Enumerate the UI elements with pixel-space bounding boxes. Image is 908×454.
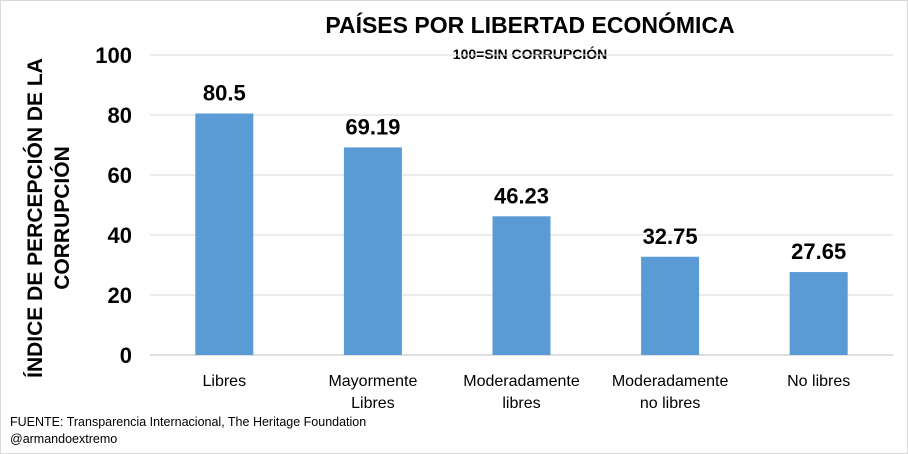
y-tick-label: 20: [108, 283, 132, 308]
x-tick-label: Moderadamente no libres: [612, 373, 729, 412]
author-handle: @armandoextremo: [10, 432, 118, 446]
x-tick-label: Mayormente Libres: [328, 373, 417, 412]
chart-title: PAÍSES POR LIBERTAD ECONÓMICA: [325, 12, 735, 38]
data-label: 69.19: [345, 114, 400, 139]
data-label: 80.5: [203, 81, 246, 106]
y-tick-label: 100: [95, 43, 132, 68]
y-tick-label: 80: [108, 103, 132, 128]
bar: [343, 147, 402, 355]
data-label: 46.23: [494, 183, 549, 208]
bar: [789, 272, 848, 355]
bar: [641, 256, 700, 355]
source-text: FUENTE: Transparencia Internacional, The…: [10, 415, 367, 429]
chart-subtitle: 100=SIN CORRUPCIÓN: [452, 46, 608, 62]
y-tick-label: 60: [108, 163, 132, 188]
x-tick-label: Libres: [203, 373, 247, 390]
bar: [195, 113, 254, 355]
x-tick-label: No libres: [787, 373, 850, 390]
y-tick-label: 0: [120, 343, 132, 368]
data-label: 32.75: [643, 224, 698, 249]
source-note: FUENTE: Transparencia Internacional, The…: [10, 414, 366, 448]
x-tick-label: Moderadamente libres: [463, 373, 580, 412]
data-label: 27.65: [791, 239, 846, 264]
y-tick-label: 40: [108, 223, 132, 248]
bar: [492, 216, 551, 355]
